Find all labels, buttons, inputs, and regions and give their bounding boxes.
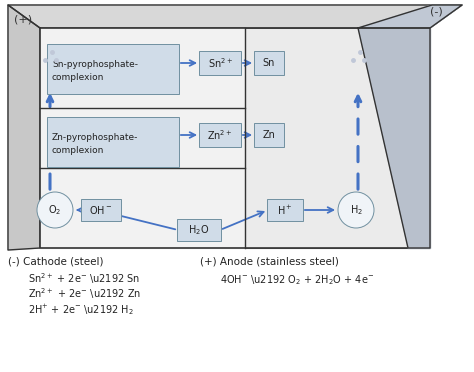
FancyBboxPatch shape xyxy=(177,219,221,241)
FancyBboxPatch shape xyxy=(267,199,303,221)
FancyBboxPatch shape xyxy=(47,44,179,94)
Polygon shape xyxy=(8,5,462,28)
Text: (-): (-) xyxy=(430,6,443,16)
Text: Sn-pyrophosphate-: Sn-pyrophosphate- xyxy=(52,60,138,69)
FancyBboxPatch shape xyxy=(47,117,179,167)
FancyBboxPatch shape xyxy=(199,123,241,147)
Circle shape xyxy=(338,192,374,228)
Circle shape xyxy=(37,192,73,228)
FancyBboxPatch shape xyxy=(254,123,284,147)
Text: (+): (+) xyxy=(14,14,32,24)
FancyBboxPatch shape xyxy=(81,199,121,221)
Text: (+) Anode (stainless steel): (+) Anode (stainless steel) xyxy=(200,257,339,267)
Text: H$_2$O: H$_2$O xyxy=(188,223,210,237)
Text: OH$^-$: OH$^-$ xyxy=(89,204,113,216)
Polygon shape xyxy=(8,5,40,250)
Text: 2H$^{+}$ + 2e$^{-}$ \u2192 H$_2$: 2H$^{+}$ + 2e$^{-}$ \u2192 H$_2$ xyxy=(28,302,134,317)
Polygon shape xyxy=(358,28,430,248)
Text: Sn$^{2+}$: Sn$^{2+}$ xyxy=(208,56,232,70)
Text: Sn$^{2+}$ + 2e$^{-}$ \u2192 Sn: Sn$^{2+}$ + 2e$^{-}$ \u2192 Sn xyxy=(28,271,140,286)
Text: H$^+$: H$^+$ xyxy=(277,203,293,217)
Polygon shape xyxy=(40,28,430,248)
Text: Zn$^{2+}$: Zn$^{2+}$ xyxy=(207,128,233,142)
Polygon shape xyxy=(245,28,430,248)
Text: 4OH$^{-}$ \u2192 O$_2$ + 2H$_2$O + 4e$^{-}$: 4OH$^{-}$ \u2192 O$_2$ + 2H$_2$O + 4e$^{… xyxy=(220,273,374,287)
FancyBboxPatch shape xyxy=(199,51,241,75)
Polygon shape xyxy=(358,5,462,28)
Text: Zn$^{2+}$ + 2e$^{-}$ \u2192 Zn: Zn$^{2+}$ + 2e$^{-}$ \u2192 Zn xyxy=(28,286,141,301)
Text: complexion: complexion xyxy=(52,146,104,155)
FancyBboxPatch shape xyxy=(254,51,284,75)
Text: H$_2$: H$_2$ xyxy=(349,203,363,217)
Text: Sn: Sn xyxy=(263,58,275,68)
Text: Zn: Zn xyxy=(263,130,275,140)
Text: Zn-pyrophosphate-: Zn-pyrophosphate- xyxy=(52,133,138,142)
Text: O$_2$: O$_2$ xyxy=(48,203,62,217)
Text: complexion: complexion xyxy=(52,73,104,82)
Text: (-) Cathode (steel): (-) Cathode (steel) xyxy=(8,257,103,267)
